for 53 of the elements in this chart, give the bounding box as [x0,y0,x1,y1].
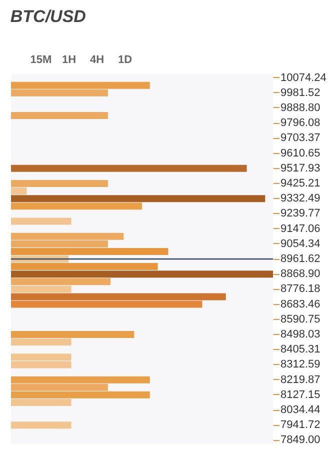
bar [11,270,273,278]
bar [11,293,226,300]
y-tick-label: 8590.75 [280,313,320,326]
bar [11,263,158,270]
text: 1D [118,54,132,66]
y-tick-label: 8498.03 [280,328,320,341]
chart-title: BTC/USD [10,7,86,26]
y-tick-label: 9981.52 [280,86,320,99]
y-tick-label: 9888.80 [280,102,320,114]
bar [11,195,266,202]
bar [11,278,111,286]
y-tick-label: 9239.77 [280,208,320,220]
bar [11,164,247,172]
y-tick-label: 7849.00 [280,434,320,446]
y-tick-label: 8127.15 [280,388,320,401]
y-tick-label: 10074.24 [280,72,326,84]
y-tick-label: 8776.18 [280,283,320,296]
y-tick-label: 8868.90 [280,268,320,280]
y-tick-label: 9796.08 [280,117,320,130]
y-tick-label: 7941.72 [280,419,320,432]
y-tick-label: 9610.65 [280,147,320,160]
y-tick-label: 8219.87 [280,374,320,386]
bar [11,188,27,195]
text: 1H [62,54,76,66]
bar [11,376,150,384]
y-tick-label: 8312.59 [280,358,320,371]
y-tick-label: 9332.49 [280,192,320,205]
y-tick-label: 8034.44 [280,404,320,416]
bar [11,398,72,406]
y-tick-label: 9054.34 [280,238,320,250]
bar [11,286,72,293]
bar [11,218,72,225]
bar [11,82,150,89]
bar [11,248,168,255]
y-tick-label: 9703.37 [280,132,320,144]
bar [11,300,202,308]
y-tick-label: 9147.06 [280,222,320,235]
bar [11,391,150,398]
y-tick-label: 8683.46 [280,298,320,310]
bar [11,180,108,187]
bar [11,331,134,338]
bar [11,112,108,120]
bar [11,384,108,391]
text: 4H [90,54,104,66]
y-tick-label: 9517.93 [280,162,320,174]
bar [11,422,72,429]
bar [11,89,108,96]
y-tick-label: 9425.21 [280,177,320,190]
text: 15M [30,54,52,66]
bar [11,202,142,210]
y-tick-label: 8961.62 [280,253,320,265]
bar [11,338,72,346]
y-tick-label: 8405.31 [280,344,320,356]
